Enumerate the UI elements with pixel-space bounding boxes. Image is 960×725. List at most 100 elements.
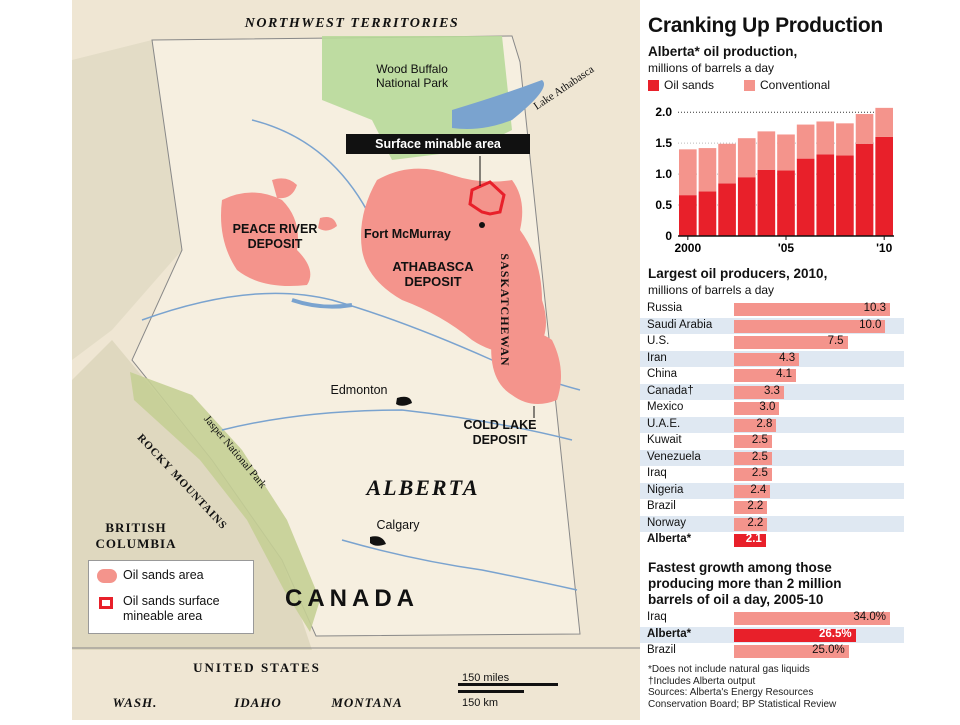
production-subtitle: Alberta* oil production, millions of bar… xyxy=(648,44,797,76)
bar-conventional xyxy=(836,123,854,156)
producer-name: U.S. xyxy=(647,335,670,347)
growth-bar xyxy=(734,628,856,642)
producer-bar xyxy=(734,517,768,531)
peace-river-patch-2 xyxy=(318,217,337,231)
producer-row: Venezuela 2.5 xyxy=(640,449,904,466)
edmonton-marker xyxy=(396,396,412,406)
producer-name: Iran xyxy=(647,351,667,364)
label-montana: MONTANA xyxy=(331,695,403,710)
growth-value: 34.0% xyxy=(853,611,886,623)
producer-value: 2.5 xyxy=(751,467,768,479)
producer-row: Alberta* 2.1 xyxy=(640,532,904,548)
producer-value: 4.1 xyxy=(776,368,793,380)
x-tick-label: 2000 xyxy=(674,241,701,255)
producer-name: Saudi Arabia xyxy=(647,318,713,331)
side-panel: Cranking Up Production Alberta* oil prod… xyxy=(640,0,904,720)
peace-river-deposit xyxy=(221,192,311,286)
y-tick-label: 0.5 xyxy=(655,198,672,212)
producer-bar xyxy=(734,336,848,349)
bar-oil-sands xyxy=(737,177,756,236)
alberta-oil-sands-map: NORTHWEST TERRITORIES Wood Buffalo Natio… xyxy=(72,0,640,720)
legend-surface: Oil sands surface mineable area xyxy=(123,594,220,623)
producers-subtitle-line1: Largest oil producers, 2010, xyxy=(648,266,828,281)
bar-oil-sands xyxy=(855,143,874,236)
producer-value: 2.5 xyxy=(751,450,768,463)
producer-bar xyxy=(734,369,797,382)
footnote-1: *Does not include natural gas liquids xyxy=(648,664,810,675)
map-legend: Oil sands area Oil sands surface mineabl… xyxy=(88,560,254,634)
producer-name: Russia xyxy=(647,302,683,314)
producer-bar xyxy=(734,385,784,399)
label-fort-mcmurray: Fort McMurray xyxy=(364,227,451,241)
producer-bar xyxy=(734,501,768,514)
bar-oil-sands xyxy=(757,169,776,236)
producer-value: 2.8 xyxy=(756,417,773,430)
growth-row: Alberta* 26.5% xyxy=(640,626,904,643)
y-tick-label: 0 xyxy=(665,229,672,243)
producer-name: Nigeria xyxy=(647,483,684,496)
producer-value: 2.2 xyxy=(747,516,764,529)
footnote-2: †Includes Alberta output xyxy=(648,675,756,687)
producer-bar xyxy=(734,484,771,498)
athabasca-deposit xyxy=(361,168,546,354)
producer-row: Norway 2.2 xyxy=(640,515,904,532)
legend-oil-sands: Oil sands area xyxy=(123,568,204,582)
bar-oil-sands xyxy=(679,195,697,236)
producer-name: Mexico xyxy=(647,401,684,413)
producer-row: Saudi Arabia 10.0 xyxy=(640,317,904,334)
producer-name: Canada† xyxy=(647,384,694,397)
label-peace-river: PEACE RIVER DEPOSIT xyxy=(232,222,318,251)
producer-value: 3.3 xyxy=(763,384,780,397)
producer-row: China 4.1 xyxy=(640,367,904,383)
surface-mineable-area xyxy=(468,180,506,216)
river-4 xyxy=(341,539,578,591)
panel-title: Cranking Up Production xyxy=(648,14,883,37)
growth-name: Brazil xyxy=(647,644,676,656)
producers-subtitle-line2: millions of barrels a day xyxy=(648,283,775,297)
growth-value: 25.0% xyxy=(812,644,845,656)
producer-row: Mexico 3.0 xyxy=(640,400,904,416)
bar-conventional xyxy=(777,134,795,171)
producer-row: Canada† 3.3 xyxy=(640,383,904,400)
production-subtitle-line1: Alberta* oil production, xyxy=(648,44,798,59)
growth-bar xyxy=(734,645,849,658)
footnotes: *Does not include natural gas liquids †I… xyxy=(648,664,836,710)
legend-oil-sands-label: Oil sands xyxy=(664,78,715,92)
producer-bar xyxy=(734,319,886,333)
label-athabasca: ATHABASCA DEPOSIT xyxy=(392,259,474,289)
bar-conventional xyxy=(855,114,874,144)
fort-mcmurray-dot xyxy=(479,222,485,228)
label-bc: BRITISH COLUMBIA xyxy=(95,520,177,551)
cold-lake-deposit xyxy=(491,331,561,404)
producer-value: 7.5 xyxy=(827,335,844,347)
label-calgary: Calgary xyxy=(376,518,420,532)
producer-row: Iran 4.3 xyxy=(640,350,904,367)
x-tick-label: '05 xyxy=(778,241,795,255)
growth-subtitle: Fastest growth among those producing mor… xyxy=(648,560,842,607)
producer-name: Brazil xyxy=(647,500,676,512)
producer-name: U.A.E. xyxy=(647,417,681,430)
producer-bar xyxy=(734,418,777,432)
bar-conventional xyxy=(875,107,893,137)
producer-value: 4.3 xyxy=(779,351,796,364)
legend-swatch-conventional xyxy=(744,80,755,91)
production-chart: 0 0.5 1.0 1.5 2.0 2000 '05 '10 xyxy=(655,105,894,255)
x-tick-label: '10 xyxy=(876,241,893,255)
bar-conventional xyxy=(816,121,835,155)
producer-value: 10.3 xyxy=(863,302,886,314)
producer-value: 10.0 xyxy=(859,318,882,331)
growth-row: Brazil 25.0% xyxy=(640,643,904,659)
label-saskatchewan: SASKATCHEWAN xyxy=(498,253,512,367)
label-canada: CANADA xyxy=(285,585,419,612)
producer-bar xyxy=(734,534,766,547)
river-3 xyxy=(221,409,573,441)
bc-terrain xyxy=(72,40,182,360)
lake-athabasca xyxy=(452,80,544,129)
producer-value: 2.5 xyxy=(751,434,768,446)
bar-oil-sands xyxy=(816,154,835,236)
producer-name: Kuwait xyxy=(647,434,682,446)
producer-value: 2.2 xyxy=(747,500,764,512)
surface-minable-callout: Surface minable area xyxy=(346,134,530,154)
bar-conventional xyxy=(718,143,736,184)
growth-name: Alberta* xyxy=(647,627,692,640)
